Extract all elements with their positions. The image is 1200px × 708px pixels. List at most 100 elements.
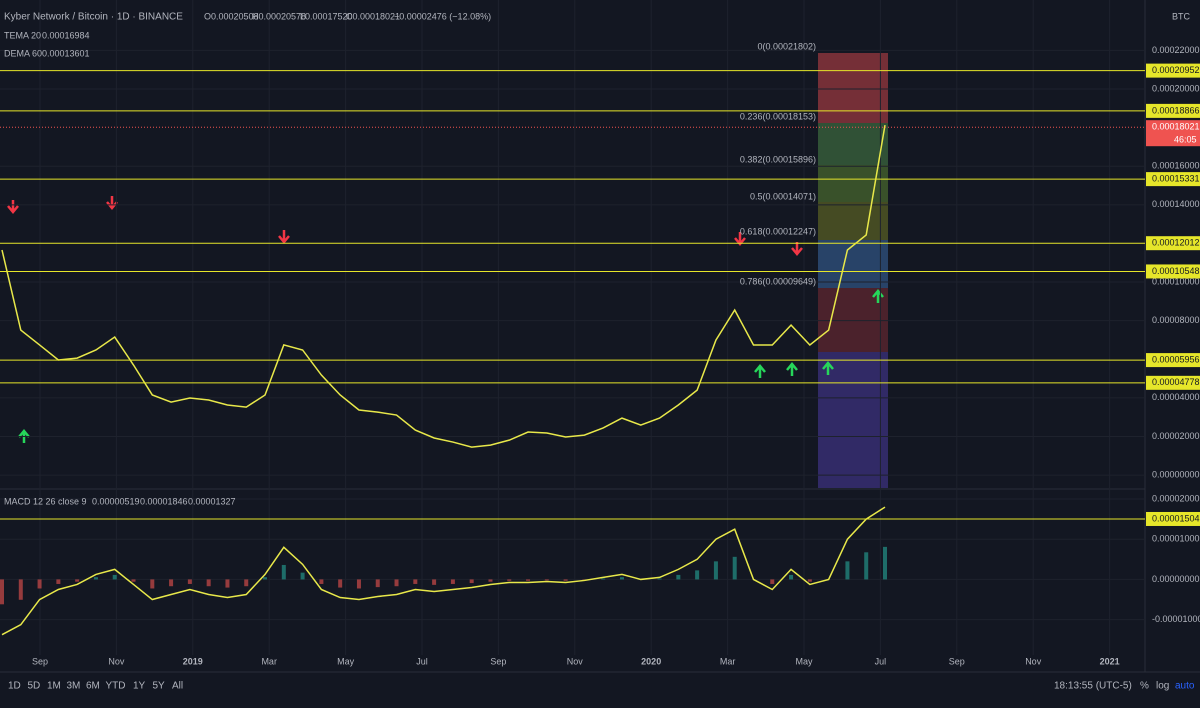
macd-histogram: [301, 573, 305, 580]
fib-zone: [818, 202, 888, 240]
macd-histogram: [545, 579, 549, 580]
macd-histogram: [19, 579, 23, 599]
macd-histogram: [282, 565, 286, 579]
macd-histogram: [488, 579, 492, 581]
macd-histogram: [56, 579, 60, 584]
symbol: Kyber Network / Bitcoin · 1D · BINANCE: [4, 12, 183, 23]
level-label: 0.00001504: [1152, 513, 1200, 523]
macd-histogram: [883, 547, 887, 580]
macd-histogram: [207, 579, 211, 586]
fib-zone: [818, 53, 888, 123]
macd-histogram: [507, 579, 511, 580]
y-tick-label: 0.00000000: [1152, 574, 1200, 584]
macd-histogram: [225, 579, 229, 587]
macd-histogram: [864, 552, 868, 579]
range-button[interactable]: 5Y: [153, 681, 166, 692]
macd-histogram: [620, 577, 624, 579]
macd-histogram: [395, 579, 399, 586]
macd-histogram: [132, 579, 136, 581]
range-button[interactable]: 5D: [28, 681, 41, 692]
countdown: 46:05: [1174, 135, 1197, 145]
macd-histogram: [695, 570, 699, 579]
indicator-name: TEMA 20: [4, 30, 41, 40]
time-label: 2020: [641, 656, 661, 666]
time-label: 2019: [183, 656, 203, 666]
macd-histogram: [0, 579, 4, 604]
time-label: Jul: [875, 656, 887, 666]
range-button[interactable]: 1Y: [133, 681, 146, 692]
macd-histogram: [564, 579, 568, 580]
macd-histogram: [169, 579, 173, 586]
toolbar-log[interactable]: log: [1156, 681, 1169, 692]
macd-histogram: [432, 579, 436, 584]
fib-label: 0.382(0.00015896): [740, 154, 816, 164]
fib-box: [818, 53, 888, 488]
time-label: Sep: [490, 656, 506, 666]
y-tick-label: 0.00022000: [1152, 45, 1200, 55]
time-label: May: [337, 656, 355, 666]
time-label: 2021: [1100, 656, 1120, 666]
y-tick-label: 0.00001000: [1152, 534, 1200, 544]
macd-histogram: [150, 579, 154, 588]
ohlc-high: H0.00020578: [252, 11, 306, 21]
macd-histogram: [789, 575, 793, 580]
change: −0.00002476 (−12.08%): [394, 11, 491, 21]
level-label: 0.00012012: [1152, 238, 1200, 248]
y-tick-label: 0.00008000: [1152, 315, 1200, 325]
macd-histogram: [338, 579, 342, 587]
time-label: Nov: [108, 656, 125, 666]
macd-histogram: [733, 557, 737, 580]
macd-histogram: [357, 579, 361, 588]
fib-label: 0.5(0.00014071): [750, 191, 816, 201]
macd-histogram: [376, 579, 380, 587]
macd-histogram: [470, 579, 474, 583]
range-button[interactable]: YTD: [106, 681, 126, 692]
y-tick-label: -0.00001000: [1152, 614, 1200, 624]
toolbar-percent[interactable]: %: [1140, 681, 1149, 692]
level-label: 0.00005956: [1152, 354, 1200, 364]
macd-histogram: [413, 579, 417, 584]
macd-histogram: [808, 579, 812, 581]
ohlc-low: L0.00017520: [300, 11, 353, 21]
fib-label: 0.236(0.00018153): [740, 111, 816, 121]
y-tick-label: 0.00020000: [1152, 83, 1200, 93]
time-label: Mar: [261, 656, 277, 666]
time-label: Mar: [720, 656, 736, 666]
fib-label: 0(0.00021802): [757, 41, 816, 51]
range-button[interactable]: 1D: [8, 681, 21, 692]
y-tick-label: 0.00014000: [1152, 199, 1200, 209]
y-tick-label: 0.00004000: [1152, 392, 1200, 402]
range-button[interactable]: 6M: [86, 681, 100, 692]
macd-histogram: [319, 579, 323, 584]
macd-histogram: [845, 561, 849, 579]
toolbar-auto[interactable]: auto: [1175, 681, 1195, 692]
range-button[interactable]: 3M: [67, 681, 81, 692]
macd-histogram: [770, 579, 774, 584]
indicator-name: DEMA 60: [4, 48, 42, 58]
level-label: 0.00010548: [1152, 266, 1200, 276]
macd-histogram: [188, 579, 192, 584]
time-label: Nov: [1025, 656, 1042, 666]
currency: BTC: [1172, 11, 1191, 21]
macd-histogram: [94, 577, 98, 579]
level-label: 0.00020952: [1152, 65, 1200, 75]
indicator-value: 0.00016984: [42, 30, 90, 40]
macd-histogram: [658, 579, 662, 580]
macd-histogram: [38, 579, 42, 588]
macd-histogram: [75, 579, 79, 581]
macd-histogram: [244, 579, 248, 586]
fib-label: 0.786(0.00009649): [740, 276, 816, 286]
macd-histogram: [451, 579, 455, 584]
time-label: Sep: [949, 656, 965, 666]
fib-label: 0.618(0.00012247): [740, 226, 816, 236]
macd-histogram: [113, 575, 117, 580]
time-label: Nov: [567, 656, 584, 666]
macd-value: 0.00000519: [92, 496, 140, 506]
time-label: May: [795, 656, 813, 666]
indicator-value: 0.00013601: [42, 48, 90, 58]
time-label: Sep: [32, 656, 48, 666]
range-button[interactable]: 1M: [47, 681, 61, 692]
range-button[interactable]: All: [172, 681, 183, 692]
ohlc-open: O0.00020508: [204, 11, 259, 21]
